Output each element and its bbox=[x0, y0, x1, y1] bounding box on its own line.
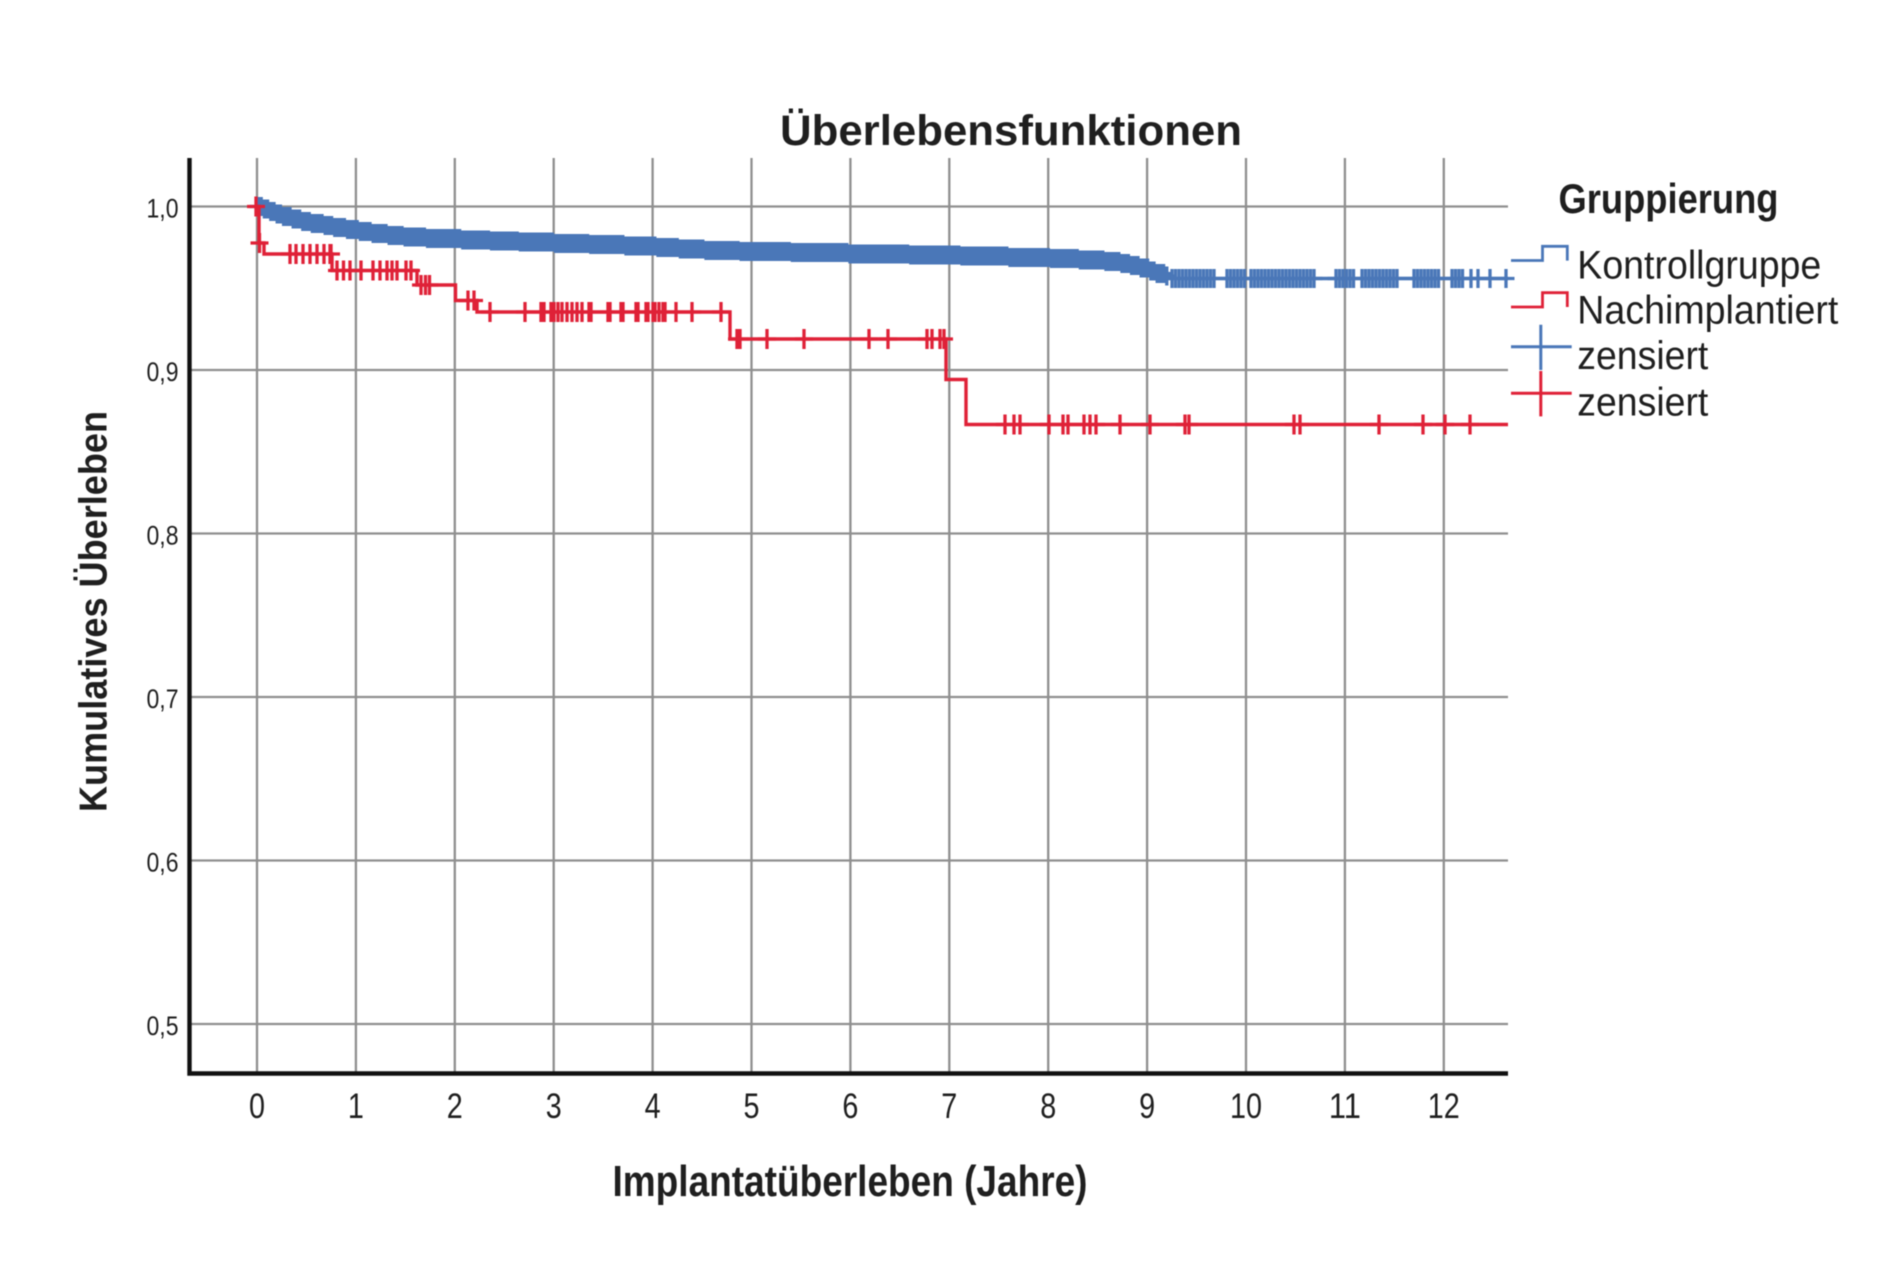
svg-text:zensiert: zensiert bbox=[1577, 334, 1708, 378]
svg-text:12: 12 bbox=[1428, 1086, 1460, 1126]
svg-text:8: 8 bbox=[1040, 1086, 1056, 1126]
svg-text:10: 10 bbox=[1230, 1086, 1262, 1126]
svg-text:7: 7 bbox=[941, 1086, 957, 1126]
svg-text:3: 3 bbox=[546, 1086, 562, 1126]
svg-text:0: 0 bbox=[249, 1086, 265, 1126]
svg-text:4: 4 bbox=[645, 1086, 661, 1126]
svg-text:Kumulatives Überleben: Kumulatives Überleben bbox=[73, 411, 116, 812]
svg-text:0,5: 0,5 bbox=[147, 1011, 179, 1041]
svg-text:Implantatüberleben (Jahre): Implantatüberleben (Jahre) bbox=[613, 1157, 1088, 1206]
svg-text:Nachimplantiert: Nachimplantiert bbox=[1577, 289, 1838, 333]
svg-text:2: 2 bbox=[447, 1086, 463, 1126]
svg-text:0,7: 0,7 bbox=[147, 684, 179, 714]
svg-text:6: 6 bbox=[842, 1086, 858, 1126]
svg-text:Überlebensfunktionen: Überlebensfunktionen bbox=[780, 107, 1242, 155]
svg-text:zensiert: zensiert bbox=[1577, 380, 1708, 424]
svg-text:1,0: 1,0 bbox=[147, 194, 179, 224]
svg-text:9: 9 bbox=[1139, 1086, 1155, 1126]
svg-text:0,8: 0,8 bbox=[147, 521, 179, 551]
svg-text:0,6: 0,6 bbox=[147, 848, 179, 878]
svg-text:Gruppierung: Gruppierung bbox=[1559, 175, 1779, 222]
svg-text:Kontrollgruppe: Kontrollgruppe bbox=[1577, 243, 1821, 287]
svg-text:11: 11 bbox=[1329, 1086, 1361, 1126]
svg-text:1: 1 bbox=[348, 1086, 364, 1126]
svg-text:5: 5 bbox=[744, 1086, 760, 1126]
svg-text:0,9: 0,9 bbox=[147, 357, 179, 387]
